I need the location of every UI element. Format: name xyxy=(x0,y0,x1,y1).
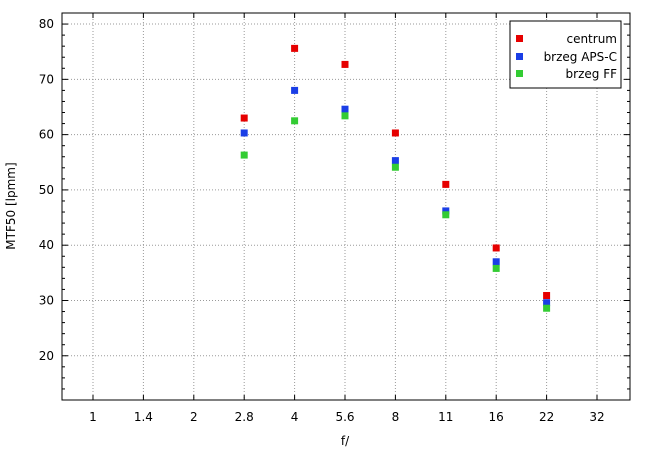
plot-frame xyxy=(61,12,631,401)
legend-label-centrum: centrum xyxy=(566,32,617,46)
point-brzeg-ff xyxy=(391,163,399,171)
point-brzeg-ff xyxy=(442,211,450,219)
y-tick-label: 20 xyxy=(39,349,54,363)
point-brzeg-ff xyxy=(492,264,500,272)
legend-marker-brzeg-aps-c xyxy=(516,53,523,60)
y-axis: 20 30 40 50 60 70 80 xyxy=(39,12,630,401)
point-centrum xyxy=(543,292,551,300)
x-tick-label: 2.8 xyxy=(235,410,254,424)
y-tick-label: 50 xyxy=(39,183,54,197)
x-axis: 1 1.4 2 2.8 4 5.6 8 11 16 22 32 xyxy=(89,13,605,424)
x-tick-label: 32 xyxy=(589,410,604,424)
legend-marker-brzeg-ff xyxy=(516,70,523,77)
point-brzeg-aps-c xyxy=(543,299,551,307)
y-tick-label: 70 xyxy=(39,72,54,86)
point-centrum xyxy=(291,44,299,52)
point-brzeg-aps-c xyxy=(291,86,299,94)
y-axis-title: MTF50 [lpmm] xyxy=(4,162,18,249)
x-tick-label: 16 xyxy=(489,410,504,424)
legend-marker-centrum xyxy=(516,35,523,42)
point-brzeg-ff xyxy=(543,304,551,312)
y-tick-label: 30 xyxy=(39,293,54,307)
point-centrum xyxy=(240,114,248,122)
point-brzeg-ff xyxy=(291,117,299,125)
x-tick-label: 1 xyxy=(89,410,97,424)
point-brzeg-aps-c xyxy=(442,207,450,215)
x-tick-label: 11 xyxy=(438,410,453,424)
point-brzeg-aps-c xyxy=(240,129,248,137)
y-tick-label: 40 xyxy=(39,238,54,252)
data-points xyxy=(240,44,551,312)
legend-box xyxy=(509,20,622,89)
point-brzeg-aps-c xyxy=(391,157,399,165)
x-tick-label: 2 xyxy=(190,410,198,424)
point-centrum xyxy=(341,60,349,68)
y-tick-label: 60 xyxy=(39,128,54,142)
legend-label-brzeg-aps-c: brzeg APS-C xyxy=(544,50,617,64)
x-tick-label: 1.4 xyxy=(134,410,153,424)
legend-label-brzeg-ff: brzeg FF xyxy=(566,67,618,81)
point-brzeg-ff xyxy=(240,151,248,159)
point-centrum xyxy=(492,244,500,252)
point-brzeg-ff xyxy=(341,112,349,120)
x-tick-label: 4 xyxy=(291,410,299,424)
y-tick-label: 80 xyxy=(39,17,54,31)
legend: centrum brzeg APS-C brzeg FF xyxy=(509,20,622,89)
point-brzeg-aps-c xyxy=(492,258,500,266)
point-brzeg-aps-c xyxy=(341,105,349,113)
x-tick-label: 8 xyxy=(392,410,400,424)
x-axis-title: f/ xyxy=(341,434,350,448)
x-tick-label: 5.6 xyxy=(335,410,354,424)
point-centrum xyxy=(391,129,399,137)
point-centrum xyxy=(442,180,450,188)
x-tick-label: 22 xyxy=(539,410,554,424)
